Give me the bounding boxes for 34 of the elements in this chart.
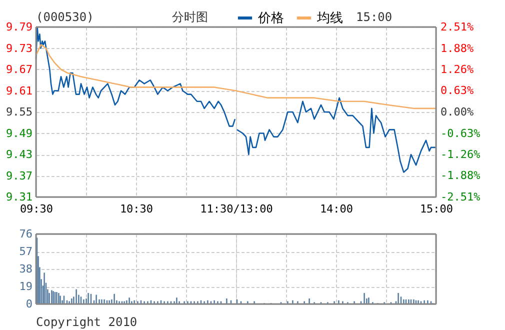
x-tick-label: 10:30: [120, 202, 154, 216]
text: 0.63%: [440, 84, 474, 98]
y-tick-label: 9.37: [6, 169, 32, 182]
text: -1.26%: [440, 148, 480, 162]
y-tick-label: 9.79: [6, 20, 32, 34]
y-tick-label: 9.31: [6, 190, 32, 204]
chart-title: (000530): [36, 10, 94, 24]
y-tick-label: 19: [19, 280, 32, 293]
x-tick-label: 14:00: [320, 202, 354, 216]
y-tick-label: 9.49: [6, 126, 32, 140]
text: 0.00%: [440, 106, 474, 118]
legend-label: 价格: [257, 11, 284, 26]
y-tick-label: 9.73: [6, 42, 32, 55]
y-tick-label: 9.43: [6, 148, 32, 161]
text: -1.88%: [440, 169, 480, 182]
y-tick-label: 57: [19, 245, 32, 258]
text: 分时图: [172, 10, 208, 24]
text: Copyright 2010: [36, 315, 138, 329]
x-tick-label: 15:00: [420, 202, 454, 216]
y-tick-label: 9.55: [6, 106, 32, 118]
legend-label: 均线: [316, 11, 343, 26]
y-tick-label: 9.67: [6, 63, 32, 76]
x-tick-label: 11:30/13:00: [200, 202, 273, 216]
text: 1.26%: [440, 62, 474, 76]
y-tick-label: 38: [19, 262, 32, 276]
y-tick-label: 76: [19, 228, 32, 240]
text: -0.63%: [440, 126, 480, 140]
y-tick-label: 0: [26, 298, 32, 310]
text: 1.88%: [440, 42, 474, 55]
text: 15:00: [356, 10, 392, 24]
x-tick-label: 09:30: [20, 202, 54, 216]
y-tick-label: 9.61: [6, 84, 32, 98]
text: 2.51%: [440, 20, 474, 34]
text: -2.51%: [440, 190, 480, 204]
